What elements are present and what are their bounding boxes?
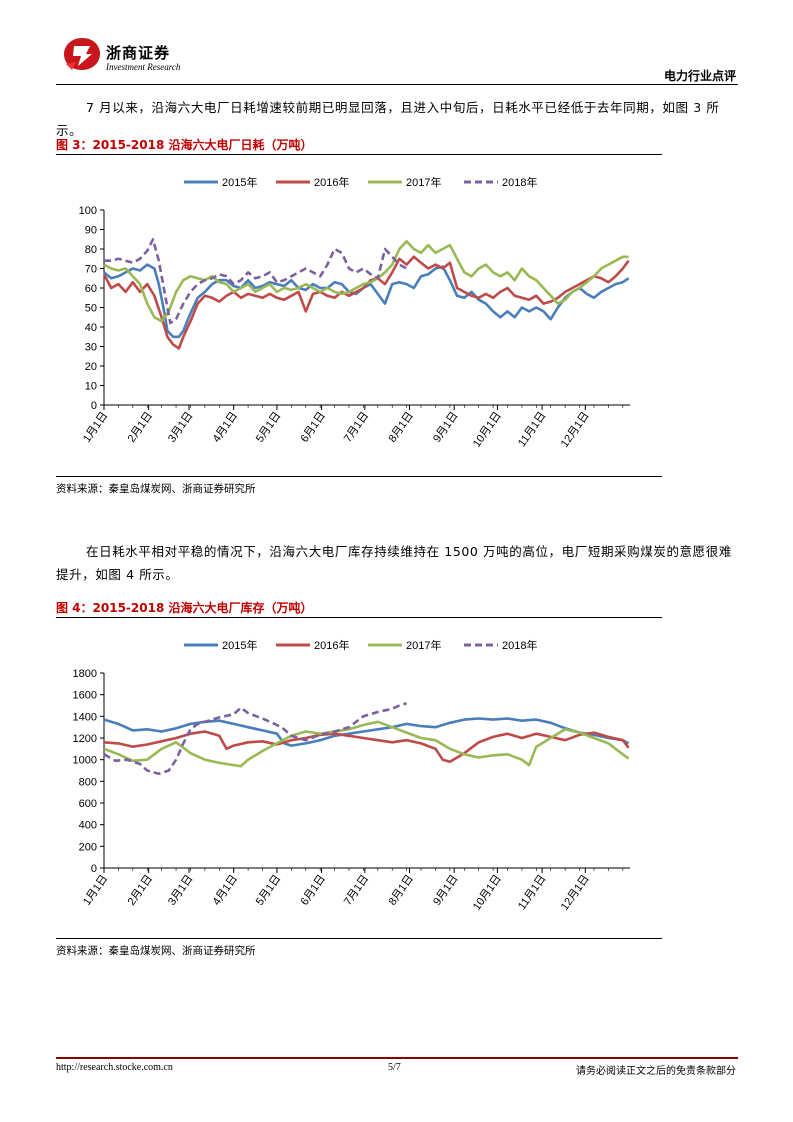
- legend-label-1: 2016年: [314, 175, 349, 189]
- figure-4-bottom-rule: [56, 938, 662, 939]
- legend-label-0: 2015年: [222, 175, 257, 189]
- footer-divider: [56, 1057, 738, 1059]
- y-tick-label: 60: [85, 283, 97, 295]
- figure-3-title: 图 3：2015-2018 沿海六大电厂日耗（万吨）: [56, 138, 313, 152]
- figure-3-bottom-rule: [56, 476, 662, 477]
- legend-label-2: 2017年: [406, 638, 441, 652]
- x-tick-label: 3月1日: [166, 873, 195, 908]
- x-tick-label: 4月1日: [211, 873, 240, 908]
- y-tick-label: 0: [91, 863, 97, 875]
- legend-label-3: 2018年: [502, 175, 537, 189]
- legend-label-3: 2018年: [502, 638, 537, 652]
- y-tick-label: 600: [79, 798, 97, 810]
- y-tick-label: 1600: [73, 690, 97, 702]
- x-tick-label: 10月1日: [471, 873, 504, 913]
- x-tick-label: 12月1日: [559, 873, 592, 913]
- y-tick-label: 50: [85, 303, 97, 315]
- footer-url[interactable]: http://research.stocke.com.cn: [56, 1062, 173, 1073]
- y-tick-label: 80: [85, 244, 97, 256]
- header-divider: [56, 84, 738, 85]
- y-tick-label: 200: [79, 841, 97, 853]
- brand-subtitle: Investment Research: [106, 62, 181, 72]
- y-tick-label: 1800: [73, 668, 97, 680]
- x-tick-label: 5月1日: [254, 873, 283, 908]
- y-tick-label: 70: [85, 264, 97, 276]
- x-tick-label: 6月1日: [299, 410, 328, 445]
- x-tick-label: 4月1日: [211, 410, 240, 445]
- x-tick-label: 10月1日: [471, 410, 504, 450]
- x-tick-label: 11月1日: [516, 873, 549, 912]
- series-line-2018年: [103, 702, 407, 776]
- x-tick-label: 3月1日: [166, 410, 195, 445]
- y-tick-label: 400: [79, 820, 97, 832]
- figure-4-top-rule: [56, 617, 662, 618]
- series-line-2017年: [103, 239, 629, 323]
- x-tick-label: 7月1日: [342, 410, 371, 445]
- y-tick-label: 0: [91, 400, 97, 412]
- y-tick-label: 90: [85, 225, 97, 237]
- series-line-2016年: [102, 255, 630, 350]
- figure-3-source: 资料来源：秦皇岛煤炭网、浙商证券研究所: [56, 483, 256, 495]
- y-tick-label: 1000: [73, 755, 97, 767]
- x-tick-label: 8月1日: [386, 410, 415, 445]
- legend-label-1: 2016年: [314, 638, 349, 652]
- footer-disclaimer: 请务必阅读正文之后的免责条款部分: [576, 1066, 736, 1077]
- x-tick-label: 1月1日: [81, 873, 110, 908]
- series-line-2016年: [103, 730, 630, 764]
- report-type: 电力行业点评: [663, 69, 736, 83]
- x-tick-label: 2月1日: [126, 410, 155, 445]
- series-line-2017年: [103, 720, 630, 768]
- page-number: 5/7: [388, 1062, 401, 1073]
- paragraph-1: 7 月以来，沿海六大电厂日耗增速较前期已明显回落，且进入中旬后，日耗水平已经低于…: [56, 100, 720, 138]
- brand-name: 浙商证券: [106, 44, 171, 62]
- legend-label-0: 2015年: [222, 638, 257, 652]
- y-tick-label: 30: [85, 342, 97, 354]
- logo-icon: [64, 38, 100, 70]
- figure-3-chart: 2015年 2016年 2017年 2018年 0 10 20 30 40 50 60 70 80 90 1…: [79, 175, 630, 450]
- paragraph-2: 在日耗水平相对平稳的情况下，沿海六大电厂库存持续维持在 1500 万吨的高位，电…: [56, 544, 732, 582]
- y-tick-label: 100: [79, 205, 97, 217]
- y-tick-label: 1200: [73, 733, 97, 745]
- x-tick-label: 6月1日: [299, 873, 328, 908]
- x-tick-label: 9月1日: [431, 410, 460, 445]
- x-tick-label: 8月1日: [386, 873, 415, 908]
- x-tick-label: 11月1日: [516, 410, 549, 449]
- x-tick-label: 2月1日: [126, 873, 155, 908]
- legend-label-2: 2017年: [406, 175, 441, 189]
- figure-3-top-rule: [56, 154, 662, 155]
- x-tick-label: 7月1日: [342, 873, 371, 908]
- y-tick-label: 20: [85, 361, 97, 373]
- series-line-2015年: [103, 717, 630, 747]
- x-tick-label: 9月1日: [431, 873, 460, 908]
- y-tick-label: 1400: [73, 711, 97, 723]
- y-tick-label: 10: [85, 381, 97, 393]
- x-tick-label: 5月1日: [254, 410, 283, 445]
- figure-4-source: 资料来源：秦皇岛煤炭网、浙商证券研究所: [56, 945, 256, 957]
- figure-4-chart: 2015年 2016年 2017年 2018年 0 200 400 600 800 1000 120…: [73, 638, 630, 913]
- y-tick-label: 40: [85, 322, 97, 334]
- x-tick-label: 12月1日: [559, 410, 592, 450]
- x-tick-label: 1月1日: [81, 410, 110, 445]
- figure-4-title: 图 4：2015-2018 沿海六大电厂库存（万吨）: [56, 601, 313, 615]
- y-tick-label: 800: [79, 776, 97, 788]
